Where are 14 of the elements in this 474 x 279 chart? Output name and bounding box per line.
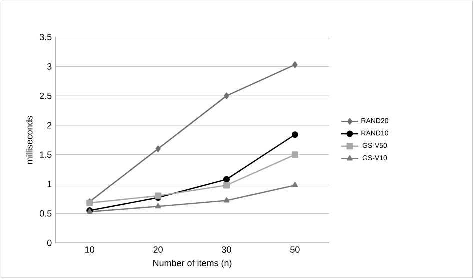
x-axis-title: Number of items (n)	[154, 260, 232, 268]
x-tick-label: 20	[154, 246, 163, 253]
y-tick-label: 3	[47, 63, 52, 70]
y-tick-label: 0.5	[40, 210, 52, 217]
y-tick-label: 2	[48, 122, 52, 129]
x-tick-label: 10	[86, 246, 95, 253]
x-tick-label: 30	[222, 246, 232, 253]
y-tick-label: 0	[47, 240, 52, 246]
y-tick-label: 1.5	[40, 152, 52, 158]
y-tick-label: 2.5	[40, 92, 52, 100]
y-axis-title: milliseconds	[26, 116, 33, 164]
y-tick-label: 3.5	[40, 34, 52, 40]
x-tick-label: 50	[290, 246, 300, 253]
y-tick-label: 1	[48, 181, 52, 188]
